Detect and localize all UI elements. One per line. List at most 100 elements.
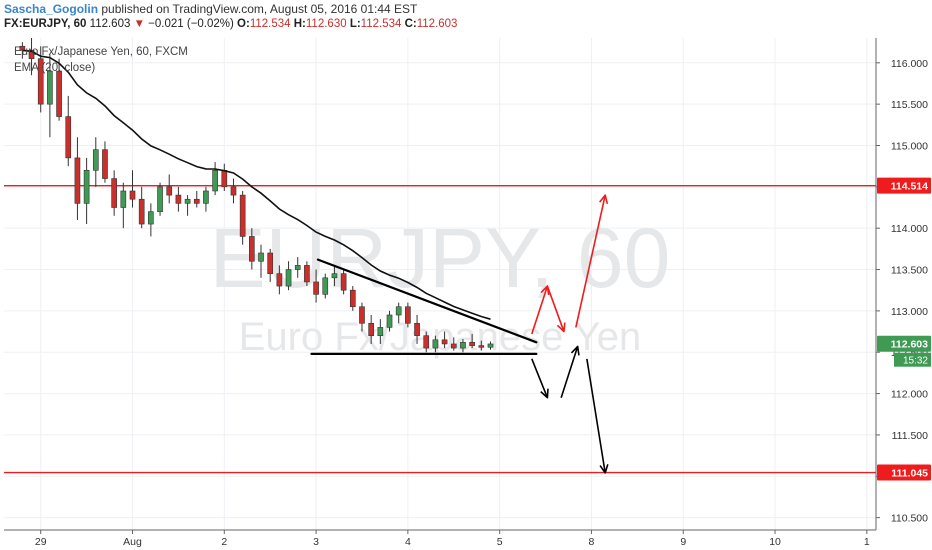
candle-body: [294, 265, 301, 270]
level-price-tag: 114.514: [891, 181, 929, 193]
watermark-symbol: EURJPY, 60: [210, 211, 671, 305]
candle-body: [203, 190, 209, 204]
candle-body: [47, 70, 53, 105]
candle-body: [368, 322, 374, 336]
candle-body: [249, 236, 255, 262]
down-triangle-icon: ▼: [133, 18, 145, 30]
candle-body: [157, 186, 163, 212]
candle-body: [184, 198, 191, 204]
time-tick-label: Aug: [123, 536, 142, 548]
candle-body: [359, 306, 365, 324]
candle-body: [487, 343, 494, 348]
candle-body: [322, 277, 329, 295]
price-tick-label: 113.000: [891, 306, 928, 318]
candle-body: [331, 273, 338, 279]
candle-body: [432, 339, 439, 349]
candle-body: [450, 343, 457, 349]
time-tick-label: 4: [405, 536, 411, 548]
candle-body: [386, 314, 393, 328]
triangle-upper-line[interactable]: [316, 258, 538, 344]
candle-body: [460, 341, 466, 349]
candle-body: [37, 58, 44, 105]
price-tick-label: 113.500: [891, 265, 928, 277]
candles: [19, 38, 494, 353]
open-label: O:: [237, 18, 250, 30]
price-axis[interactable]: 116.000115.500115.000114.500114.000113.5…: [875, 0, 932, 550]
author-link[interactable]: Sascha_Gogolin: [4, 2, 99, 16]
candle-body: [102, 149, 108, 179]
close-label: C:: [404, 18, 417, 30]
black-arrow-head: [570, 345, 580, 356]
trend-drawings: [310, 194, 609, 474]
candle-body: [304, 265, 310, 283]
time-tick-label: 3: [313, 536, 319, 548]
last-price: 112.603: [89, 18, 131, 30]
black-arrow[interactable]: [531, 358, 549, 398]
countdown-label: 15:32: [903, 356, 928, 367]
candle-body: [441, 339, 448, 345]
candle-body: [239, 194, 246, 237]
red-arrow-head: [556, 322, 566, 333]
time-axis[interactable]: 29 Aug 2 3 4 5 8 9 10 1: [0, 529, 932, 550]
time-axis-bg: [0, 530, 932, 550]
watermark-name: Euro Fx/Japanese Yen: [239, 315, 642, 359]
candle-body: [267, 252, 274, 274]
symbol-header: FX:EURJPY, 60 112.603 ▼ −0.021 (−0.02%) …: [4, 18, 457, 30]
price-tick-label: 111.500: [892, 430, 929, 442]
horizontal-levels: [4, 184, 876, 474]
candle-body: [193, 198, 200, 204]
price-tick-label: 115.500: [891, 99, 928, 111]
price-axis-bg: [876, 0, 932, 550]
time-tick-label: 2: [221, 536, 227, 548]
candle-body: [120, 190, 127, 208]
price-tick-label: 116.000: [891, 58, 928, 70]
symbol-label: FX:EURJPY, 60: [4, 18, 87, 30]
candle-body: [230, 186, 237, 196]
candle-body: [405, 306, 411, 324]
legend-title: Euro Fx/Japanese Yen, 60, FXCM: [14, 46, 188, 58]
price-tick-label: 110.500: [891, 513, 928, 525]
candle-body: [349, 289, 356, 308]
time-tick-label: 5: [497, 536, 503, 548]
watermark: EURJPY, 60 Euro Fx/Japanese Yen: [210, 211, 671, 359]
current-price-tag-bg: [877, 335, 931, 352]
red-arrow-head: [599, 194, 609, 205]
black-arrow[interactable]: [586, 358, 607, 474]
time-tick-label: 1: [864, 536, 870, 548]
time-tick-label: 8: [589, 536, 595, 548]
legend-indicator[interactable]: EMA (20, close): [14, 62, 96, 74]
candle-body: [478, 345, 485, 348]
candle-body: [340, 273, 347, 291]
high-value: 112.630: [305, 18, 347, 30]
candle-body: [377, 327, 384, 336]
candle-body: [423, 335, 430, 349]
candle-body: [276, 273, 283, 287]
candle-body: [148, 211, 154, 225]
ema-polyline: [22, 49, 491, 320]
current-price-tag: 112.603: [891, 339, 929, 351]
black-arrow-head: [599, 464, 609, 474]
low-value: 112.534: [360, 18, 402, 30]
red-arrow[interactable]: [575, 194, 607, 328]
open-value: 112.534: [249, 18, 291, 30]
candle-body: [56, 70, 62, 117]
black-arrow[interactable]: [560, 346, 579, 398]
candle-body: [414, 322, 420, 336]
candle-body: [469, 341, 475, 346]
ema-line: [22, 49, 491, 320]
price-tick-label: 115.000: [891, 140, 928, 152]
candle-body: [19, 45, 26, 51]
publish-info: Sascha_Gogolin published on TradingView.…: [4, 2, 417, 16]
black-arrow-head: [540, 388, 549, 399]
close-value: 112.603: [416, 18, 458, 30]
price-tick-label: 112.000: [891, 389, 928, 401]
red-arrow-head: [540, 285, 550, 296]
candle-body: [395, 306, 402, 316]
high-label: H:: [293, 18, 306, 30]
candle-body: [83, 170, 90, 204]
countdown-bg: [894, 352, 931, 367]
level-price-tag: 111.045: [891, 468, 928, 480]
level-price-tag-bg: [877, 464, 931, 481]
candle-body: [313, 281, 319, 295]
